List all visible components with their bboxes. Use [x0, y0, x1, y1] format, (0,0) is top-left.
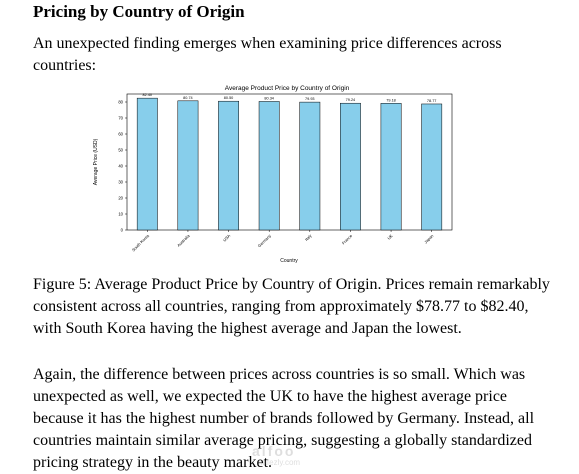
y-tick-label: 80 [118, 100, 123, 105]
x-tick-label: South Korea [131, 233, 151, 253]
bar-value-label: 80.50 [224, 96, 234, 100]
bar-value-label: 79.93 [305, 97, 315, 101]
bar-value-label: 78.77 [427, 99, 437, 103]
bar [218, 100, 239, 231]
y-tick-label: 10 [118, 212, 123, 217]
chart-title: Average Product Price by Country of Orig… [225, 85, 350, 92]
y-tick-label: 40 [118, 164, 123, 169]
plot-frame [126, 93, 453, 231]
bars: 82.40 80.74 80.50 80.34 79.93 79.24 79.18 78.77 [136, 93, 443, 231]
x-tick-label: France [341, 233, 354, 246]
y-tick-label: 60 [118, 132, 123, 137]
bar [421, 103, 443, 231]
x-tick-label: USA [222, 233, 232, 243]
watermark-logo: alfoo [252, 443, 296, 459]
y-axis: 0 10 20 30 40 50 60 70 80 [118, 100, 127, 233]
y-tick-label: 20 [118, 196, 123, 201]
x-tick-label: Italy [304, 233, 313, 242]
watermark-url: nafezly.com [258, 458, 301, 467]
bar [380, 103, 402, 231]
bar [340, 102, 361, 231]
x-tick-label: UK [386, 233, 394, 241]
figure-caption: Figure 5: Average Product Price by Count… [33, 276, 550, 337]
y-tick-label: 50 [118, 148, 123, 153]
bar-value-label: 80.34 [264, 96, 274, 100]
x-tick-label: Germany [257, 233, 272, 248]
bar-value-label: 79.24 [346, 98, 356, 102]
y-tick-label: 70 [118, 116, 123, 121]
bar [177, 100, 199, 231]
bar [258, 101, 280, 231]
x-axis-label: Country [280, 258, 298, 264]
intro-paragraph: An unexpected finding emerges when exami… [33, 35, 502, 74]
section-heading: Pricing by Country of Origin [33, 2, 245, 21]
bar-value-label: 82.40 [143, 93, 153, 97]
bar [299, 101, 321, 231]
y-tick-label: 30 [118, 180, 123, 185]
x-tick-label: Japan [423, 233, 434, 244]
y-axis-label: Average Price (USD) [93, 138, 99, 185]
bar-value-label: 79.18 [386, 98, 396, 102]
x-tick-label: Australia [176, 233, 191, 248]
bar-value-label: 80.74 [183, 96, 193, 100]
x-axis: South Korea Australia USA Germany Italy Franc… [131, 230, 434, 253]
discussion-paragraph: Again, the difference between prices acr… [33, 366, 535, 471]
bar-chart: Average Product Price by Country of Orig… [93, 85, 453, 264]
bar [136, 97, 158, 231]
y-tick-label: 0 [121, 228, 124, 233]
